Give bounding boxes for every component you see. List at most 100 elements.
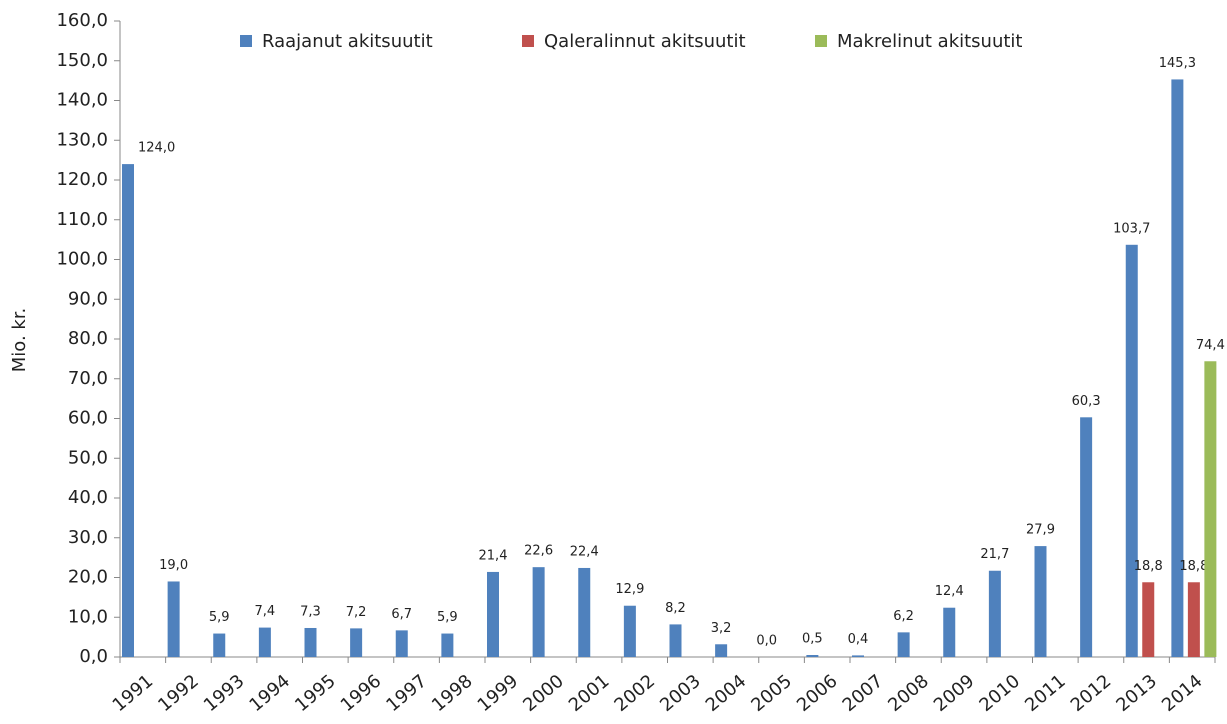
x-tick-label: 2003 [656,671,705,717]
data-label: 124,0 [138,141,175,156]
x-tick-label: 1991 [109,671,158,717]
data-label: 145,3 [1159,56,1196,71]
data-label: 60,3 [1072,394,1101,409]
x-tick-label: 2004 [702,671,751,717]
bar [1142,582,1155,657]
x-tick-label: 2002 [611,671,660,717]
bar [258,627,271,657]
bar [304,627,317,657]
y-tick-label: 120,0 [56,169,108,190]
data-label: 21,4 [479,548,508,563]
data-label: 7,2 [346,605,367,620]
x-tick-label: 1996 [337,671,386,717]
data-label: 7,3 [300,604,321,619]
x-tick-label: 2013 [1112,671,1161,717]
y-tick-label: 60,0 [68,408,108,429]
x-tick-label: 2008 [884,671,933,717]
bar [487,571,499,657]
data-label: 74,4 [1196,338,1225,353]
data-label: 103,7 [1113,221,1150,236]
x-tick-label: 2014 [1158,671,1207,717]
data-label: 0,4 [848,632,869,647]
bar [1125,244,1138,658]
x-tick-label: 1992 [154,671,203,717]
legend-label: Qaleralinnut akitsuutit [544,31,746,52]
bar [806,655,819,657]
y-tick-label: 90,0 [68,288,108,309]
data-label: 8,2 [665,601,686,616]
data-label: 19,0 [159,558,188,573]
data-label: 12,9 [615,582,644,597]
data-label: 27,9 [1026,523,1055,538]
y-tick-label: 50,0 [68,447,108,468]
bar [122,164,134,657]
bar [1171,79,1184,658]
bar [1187,582,1200,657]
x-tick-label: 2007 [839,671,888,717]
x-tick-label: 1997 [382,671,431,717]
bar [988,570,1001,657]
bar [852,655,864,657]
data-label: 6,7 [391,607,412,622]
bar [350,628,363,657]
bar [1080,417,1093,657]
data-label: 5,9 [209,610,230,625]
y-axis-label: Mio. kr. [9,308,30,373]
bar [532,567,545,657]
y-tick-label: 20,0 [68,567,108,588]
y-tick-label: 150,0 [56,50,108,71]
legend-swatch [240,35,252,47]
x-tick-label: 1998 [428,671,477,717]
data-label: 22,4 [570,544,599,559]
legend-swatch [815,35,827,47]
x-tick-label: 1993 [200,671,249,717]
x-tick-label: 1999 [474,671,523,717]
legend-swatch [522,35,534,47]
y-tick-label: 30,0 [68,527,108,548]
x-tick-label: 2005 [747,671,796,717]
bar [1034,546,1047,657]
x-tick-label: 2000 [519,671,568,717]
bar [669,624,682,657]
bar [943,607,956,657]
y-tick-label: 10,0 [68,606,108,627]
y-tick-label: 160,0 [56,10,108,31]
x-tick-label: 1995 [291,671,340,717]
data-label: 0,0 [756,634,777,649]
y-tick-label: 40,0 [68,487,108,508]
bar [578,567,591,657]
y-tick-label: 80,0 [68,328,108,349]
y-tick-label: 70,0 [68,368,108,389]
data-label: 18,8 [1134,559,1163,574]
data-label: 7,4 [255,604,276,619]
y-tick-label: 130,0 [56,129,108,150]
y-tick-label: 0,0 [79,646,108,667]
data-label: 3,2 [711,621,732,636]
bar [441,633,454,657]
y-tick-label: 110,0 [56,209,108,230]
data-label: 6,2 [893,609,914,624]
x-tick-label: 1994 [246,671,295,717]
bar [213,633,226,657]
data-label: 22,6 [524,544,553,559]
data-label: 0,5 [802,632,823,647]
x-tick-label: 2001 [565,671,614,717]
bar [1204,361,1217,657]
x-tick-label: 2011 [1021,671,1070,717]
legend-label: Raajanut akitsuutit [262,31,433,52]
x-tick-label: 2012 [1067,671,1116,717]
bar [715,644,728,657]
bar [167,581,180,657]
bar [623,605,636,657]
y-tick-label: 140,0 [56,90,108,111]
data-label: 12,4 [935,584,964,599]
data-label: 5,9 [437,610,458,625]
x-tick-label: 2009 [930,671,979,717]
bar [897,632,910,657]
data-label: 21,7 [980,547,1009,562]
data-label: 18,8 [1179,559,1208,574]
legend-label: Makrelinut akitsuutit [837,31,1022,52]
x-tick-label: 2006 [793,671,842,717]
bar [395,630,408,657]
